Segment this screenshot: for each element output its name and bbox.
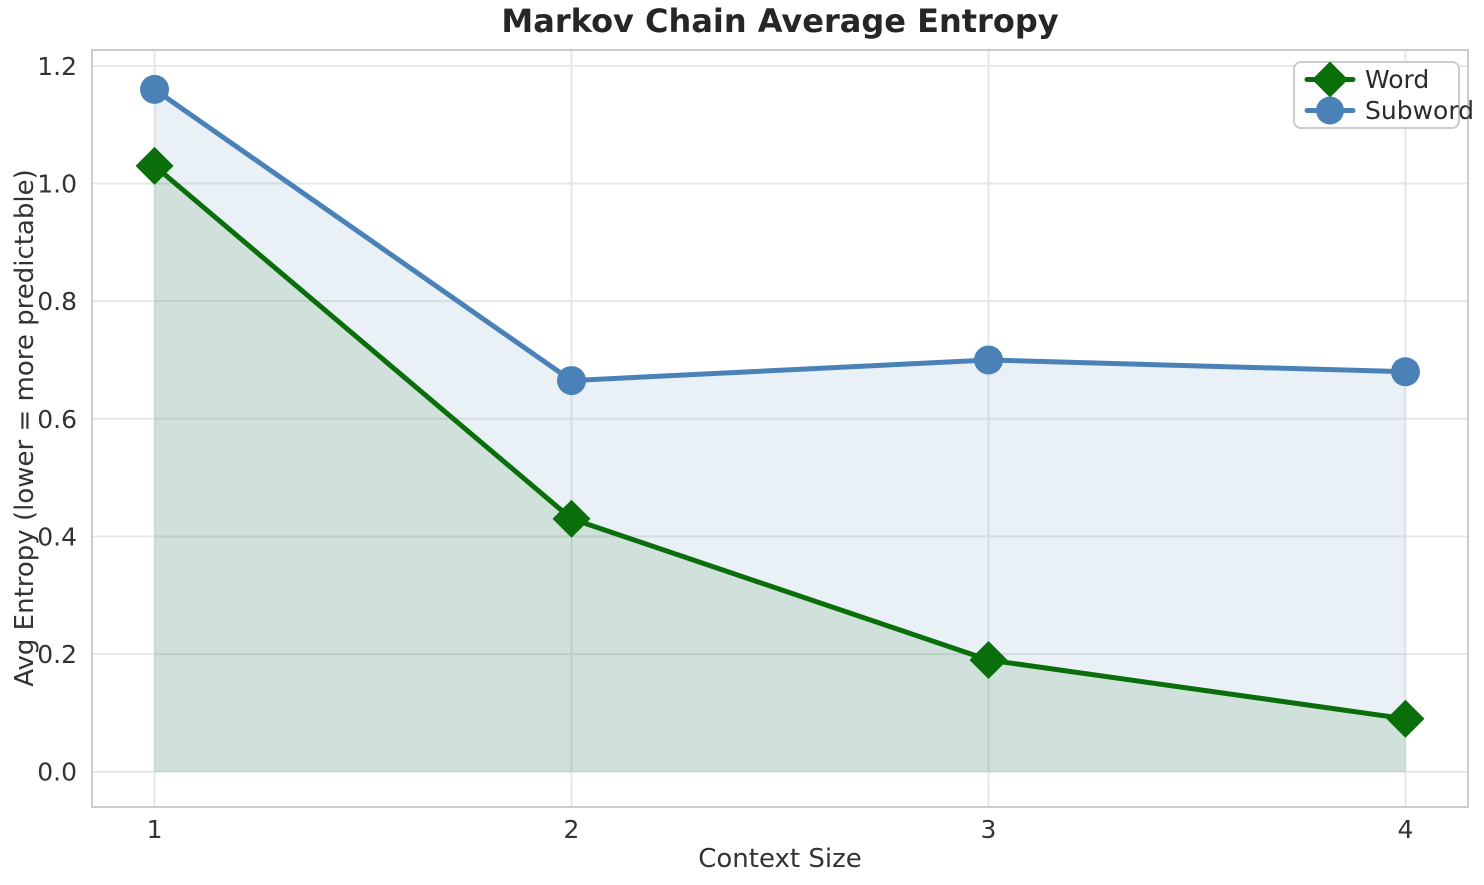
circle-icon (1304, 96, 1356, 125)
word-marker (969, 640, 1008, 679)
x-tick-label: 2 (564, 815, 580, 844)
plot-border (91, 49, 1469, 808)
diamond-icon (1304, 61, 1356, 98)
subword-area-fill (154, 89, 1406, 772)
chart-title: Markov Chain Average Entropy (501, 2, 1059, 40)
legend-item-word: Word (1304, 61, 1448, 98)
legend: Word Subword (1293, 61, 1474, 129)
y-tick-label: 1.2 (37, 52, 77, 81)
y-tick-label: 0.6 (37, 405, 77, 434)
legend-item-label: Word (1365, 65, 1430, 94)
x-tick-label: 3 (981, 815, 997, 844)
y-tick-label: 1.0 (37, 170, 77, 199)
y-tick-label: 0.4 (37, 522, 77, 551)
subword-marker (557, 366, 587, 396)
word-marker (135, 146, 174, 185)
subword-marker (1390, 357, 1420, 387)
word-marker (1386, 699, 1425, 738)
subword-marker (973, 345, 1003, 375)
x-tick-label: 4 (1398, 815, 1414, 844)
subword-line (152, 86, 1408, 384)
legend-item-subword: Subword (1304, 95, 1474, 126)
y-tick-label: 0.8 (37, 287, 77, 316)
x-axis-label: Context Size (698, 844, 862, 874)
word-line (152, 163, 1408, 722)
word-area-fill (154, 165, 1406, 772)
word-marker (552, 499, 591, 538)
y-tick-label: 0.0 (37, 758, 77, 787)
subword-marker (140, 74, 170, 104)
legend-item-label: Subword (1365, 96, 1475, 125)
x-tick-label: 1 (147, 815, 163, 844)
y-tick-label: 0.2 (37, 640, 77, 669)
